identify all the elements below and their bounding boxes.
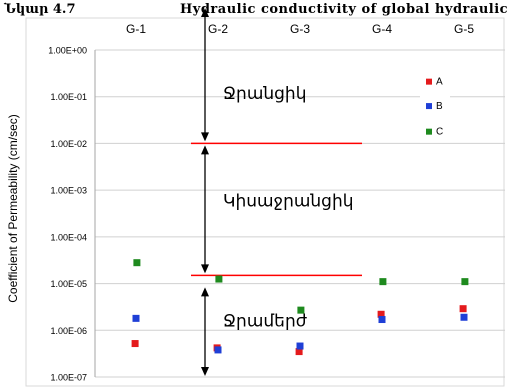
x-category-label-1: G-1 bbox=[126, 22, 146, 36]
legend-label-B: B bbox=[436, 101, 443, 112]
zone-label-3: Ջրամերժ bbox=[223, 312, 308, 332]
point-B-G-5 bbox=[460, 313, 468, 321]
point-A-G-5 bbox=[459, 305, 467, 313]
figure-title: Hydraulic conductivity of global hydraul… bbox=[180, 2, 509, 17]
point-B-G-1 bbox=[132, 314, 140, 322]
y-tick-label-1: 1.00E-01 bbox=[50, 92, 87, 102]
legend-box bbox=[420, 70, 450, 143]
zone-arrow-3 bbox=[201, 287, 209, 376]
legend-swatch-A bbox=[426, 78, 432, 85]
legend-swatch-B bbox=[426, 103, 432, 110]
figure-caption: Նկար 4.7 Hydraulic conductivity of globa… bbox=[0, 0, 529, 20]
zone-arrow-head-down-3 bbox=[201, 367, 209, 376]
x-category-label-4: G-4 bbox=[372, 22, 392, 36]
zone-arrow-1 bbox=[201, 8, 209, 142]
point-B-G-2 bbox=[214, 346, 222, 354]
y-tick-label-4: 1.00E-04 bbox=[50, 232, 87, 242]
point-C-G-3 bbox=[297, 306, 305, 314]
y-tick-label-7: 1.00E-07 bbox=[50, 373, 87, 383]
chart-thresholds bbox=[191, 142, 362, 277]
point-C-G-4 bbox=[379, 278, 387, 286]
zone-arrow-head-up-1 bbox=[201, 8, 209, 17]
legend-label-A: A bbox=[436, 77, 443, 88]
zone-arrows bbox=[201, 8, 209, 376]
chart-tick-labels: 1.00E+00 1.00E-01 1.00E-02 1.00E-03 1.00E-04… bbox=[48, 22, 474, 383]
x-category-label-3: G-3 bbox=[290, 22, 310, 36]
point-A-G-4 bbox=[377, 310, 385, 318]
point-C-G-1 bbox=[133, 259, 141, 267]
y-tick-label-0: 1.00E+00 bbox=[48, 46, 87, 56]
figure-number: Նկար 4.7 bbox=[4, 2, 76, 17]
legend-swatch-C bbox=[426, 128, 432, 135]
y-axis-label: Coefficient of Permeability (cm/sec) bbox=[6, 114, 20, 303]
point-C-G-5 bbox=[461, 278, 469, 286]
point-A-G-1 bbox=[131, 340, 139, 348]
point-B-G-3 bbox=[296, 342, 304, 350]
zone-arrow-2 bbox=[201, 145, 209, 274]
point-A-G-3 bbox=[295, 348, 303, 356]
legend-label-C: C bbox=[436, 127, 443, 138]
zone-arrow-head-up-2 bbox=[201, 145, 209, 155]
zone-arrow-head-down-2 bbox=[201, 264, 209, 274]
zone-labels: Ջրանցիկ Կիսաջրանցիկ Ջրամերժ bbox=[223, 84, 354, 332]
zone-arrow-head-up-3 bbox=[201, 287, 209, 297]
chart-points bbox=[131, 259, 469, 356]
y-tick-label-2: 1.00E-02 bbox=[50, 139, 87, 149]
chart-legend: A B C bbox=[420, 70, 450, 143]
y-tick-label-3: 1.00E-03 bbox=[50, 186, 87, 196]
y-tick-label-5: 1.00E-05 bbox=[50, 279, 87, 289]
y-tick-label-6: 1.00E-06 bbox=[50, 326, 87, 336]
zone-arrow-head-down-1 bbox=[201, 132, 209, 142]
x-category-label-5: G-5 bbox=[454, 22, 474, 36]
zone-label-1: Ջրանցիկ bbox=[223, 84, 306, 104]
point-B-G-4 bbox=[378, 316, 386, 324]
point-C-G-2 bbox=[215, 275, 223, 283]
x-category-label-2: G-2 bbox=[208, 22, 228, 36]
zone-label-2: Կիսաջրանցիկ bbox=[223, 191, 354, 211]
